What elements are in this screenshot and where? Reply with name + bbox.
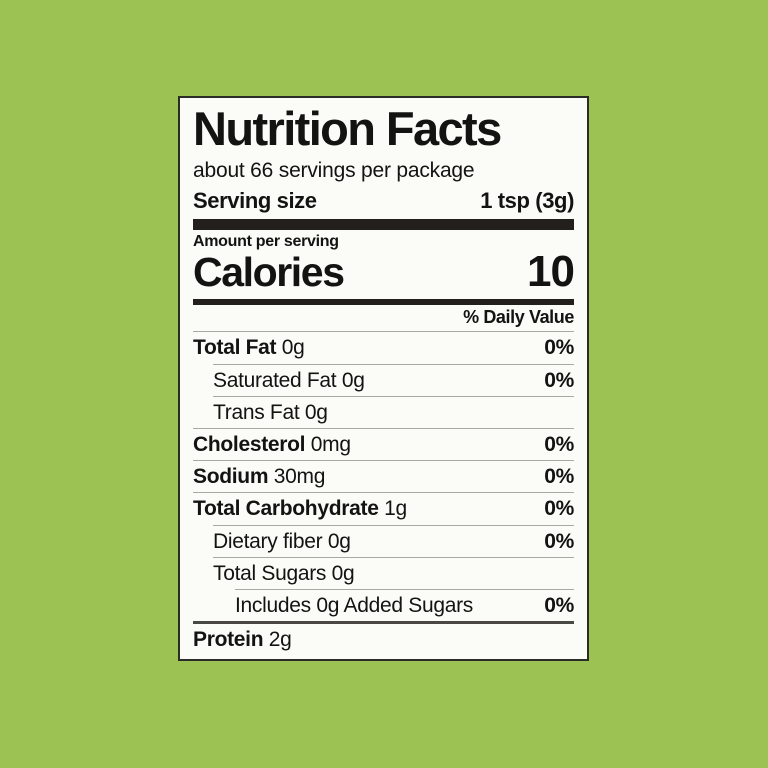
nutrient-name: Total Carbohydrate 1g [193,497,407,521]
nutrient-daily-value: 0% [544,368,574,392]
serving-size-label: Serving size [193,187,317,213]
calories-value: 10 [527,246,575,296]
nutrient-name: Saturated Fat 0g [213,368,365,392]
nutrient-name: Dietary fiber 0g [213,529,351,553]
nutrient-row: Dietary fiber 0g 0% [193,526,574,557]
row-divider [213,524,574,526]
row-divider [213,395,574,397]
nutrient-row: Cholesterol 0mg 0% [193,429,574,460]
daily-value-header: % Daily Value [463,307,574,328]
page-title: Nutrition Facts [193,102,502,155]
row-divider [193,427,574,429]
row-divider [213,556,574,558]
nutrient-daily-value: 0% [544,593,574,617]
divider-medium-calories [193,299,574,306]
row-divider [193,460,574,462]
calories-label: Calories [193,248,345,295]
calories-row: Calories 10 [193,246,575,298]
nutrient-name: Sodium 30mg [193,465,326,489]
row-divider [193,492,574,494]
nutrient-row: Protein 2g [193,624,574,655]
nutrient-table: Total Fat 0g 0% Saturated Fat 0g 0% Trans Fa… [193,331,574,655]
nutrient-row: Trans Fat 0g [193,397,574,428]
nutrient-row: Includes 0g Added Sugars 0% [193,590,574,621]
nutrient-row: Total Fat 0g 0% [193,332,574,363]
nutrient-name: Protein 2g [193,628,292,652]
serving-size-row: Serving size 1 tsp (3g) [193,188,574,217]
nutrient-name: Total Sugars 0g [213,561,355,585]
divider-thick-top [193,218,574,230]
row-divider [193,621,574,625]
nutrient-daily-value: 0% [544,497,574,521]
nutrient-row: Sodium 30mg 0% [193,461,574,492]
nutrient-row: Total Sugars 0g [193,558,574,589]
nutrient-daily-value: 0% [544,432,574,456]
nutrient-daily-value: 0% [544,529,574,553]
nutrient-name: Cholesterol 0mg [193,432,351,456]
nutrient-name: Trans Fat 0g [213,400,328,424]
row-divider [193,331,574,333]
nutrition-facts-label: Nutrition Facts about 66 servings per pa… [178,96,589,662]
nutrient-name: Total Fat 0g [193,336,305,360]
nutrient-row: Total Carbohydrate 1g 0% [193,493,574,524]
servings-per-container: about 66 servings per package [193,158,475,182]
nutrient-daily-value: 0% [544,465,574,489]
nutrient-name: Includes 0g Added Sugars [235,593,473,617]
amount-per-serving-label: Amount per serving [193,232,339,250]
nutrient-daily-value: 0% [544,336,574,360]
serving-size-value: 1 tsp (3g) [480,187,574,213]
row-divider [235,588,574,590]
nutrient-row: Saturated Fat 0g 0% [193,365,574,396]
row-divider [213,363,574,365]
